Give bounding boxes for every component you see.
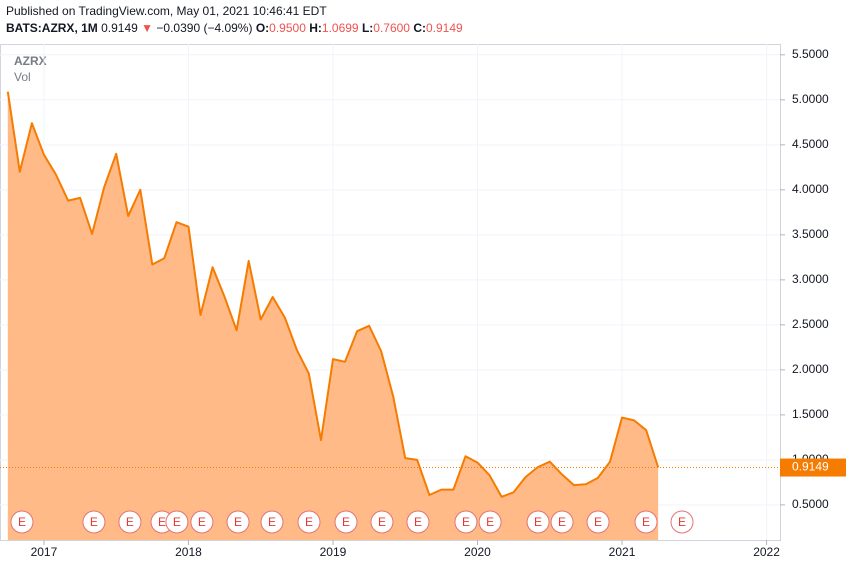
area-fill <box>7 91 659 540</box>
last-price-label: 0.9149 <box>792 460 829 474</box>
earnings-marker <box>334 510 358 534</box>
earnings-marker <box>670 510 694 534</box>
earnings-marker <box>10 510 34 534</box>
arrow: ▼ <box>141 21 154 35</box>
earnings-marker <box>118 510 142 534</box>
earnings-label: E <box>642 515 650 529</box>
earnings-marker <box>454 510 478 534</box>
plot-frame <box>0 44 781 541</box>
earnings-label: E <box>462 515 470 529</box>
earnings-label: E <box>342 515 350 529</box>
y-tick-label: 4.5000 <box>792 137 829 151</box>
earnings-label: E <box>558 515 566 529</box>
earnings-marker <box>634 510 658 534</box>
volume-label: Vol <box>14 70 31 84</box>
symbol: BATS:AZRX, 1M <box>6 21 98 35</box>
earnings-label: E <box>305 515 313 529</box>
earnings-label: E <box>234 515 242 529</box>
earnings-marker <box>297 510 321 534</box>
price-line <box>6 91 660 498</box>
earnings-label: E <box>534 515 542 529</box>
y-tick-label: 3.5000 <box>792 227 829 241</box>
x-tick-label: 2018 <box>175 545 202 559</box>
earnings-marker <box>226 510 250 534</box>
earnings-label: E <box>158 515 166 529</box>
earnings-marker <box>406 510 430 534</box>
earnings-marker <box>478 510 502 534</box>
high: 1.0699 <box>321 21 359 35</box>
y-tick-label: 5.5000 <box>792 47 829 61</box>
y-tick-label: 2.0000 <box>792 362 829 376</box>
last-price-box <box>780 458 846 477</box>
earnings-label: E <box>414 515 422 529</box>
l-label: L: <box>361 21 374 35</box>
low: 0.7600 <box>373 21 410 35</box>
x-tick-label: 2019 <box>320 545 347 559</box>
earnings-label: E <box>268 515 276 529</box>
o-label: O: <box>255 21 270 35</box>
earnings-label: E <box>126 515 134 529</box>
earnings-marker <box>370 510 394 534</box>
earnings-label: E <box>594 515 602 529</box>
earnings-label: E <box>90 515 98 529</box>
open: 0.9500 <box>269 21 306 35</box>
y-tick-label: 0.5000 <box>792 497 829 511</box>
c-label: C: <box>413 21 426 35</box>
earnings-label: E <box>18 515 26 529</box>
earnings-label: E <box>378 515 386 529</box>
earnings-label: E <box>198 515 206 529</box>
x-tick-label: 2020 <box>464 545 491 559</box>
earnings-marker <box>165 510 189 534</box>
earnings-marker <box>586 510 610 534</box>
h-label: H: <box>309 21 322 35</box>
y-tick-label: 2.5000 <box>792 317 829 331</box>
close: 0.9149 <box>425 21 463 35</box>
series-name: AZRX <box>14 54 47 68</box>
y-tick-label: 4.0000 <box>792 182 829 196</box>
earnings-label: E <box>678 515 686 529</box>
last: 0.9149 <box>101 21 138 35</box>
x-tick-label: 2017 <box>31 545 58 559</box>
y-tick-label: 3.0000 <box>792 272 829 286</box>
earnings-marker <box>260 510 284 534</box>
earnings-marker <box>82 510 106 534</box>
earnings-marker <box>526 510 550 534</box>
published-note: Published on TradingView.com, May 01, 20… <box>6 4 327 18</box>
y-tick-label: 1.5000 <box>792 407 829 421</box>
earnings-marker <box>190 510 214 534</box>
earnings-label: E <box>173 515 181 529</box>
earnings-label: E <box>486 515 494 529</box>
x-tick-label: 2022 <box>753 545 780 559</box>
x-tick-label: 2021 <box>609 545 636 559</box>
change: −0.0390 (−4.09%) <box>156 21 253 35</box>
y-tick-label: 5.0000 <box>792 92 829 106</box>
earnings-marker <box>550 510 574 534</box>
symbol-line: BATS:AZRX, 1M 0.9149 ▼ −0.0390 (−4.09%) … <box>6 21 463 35</box>
